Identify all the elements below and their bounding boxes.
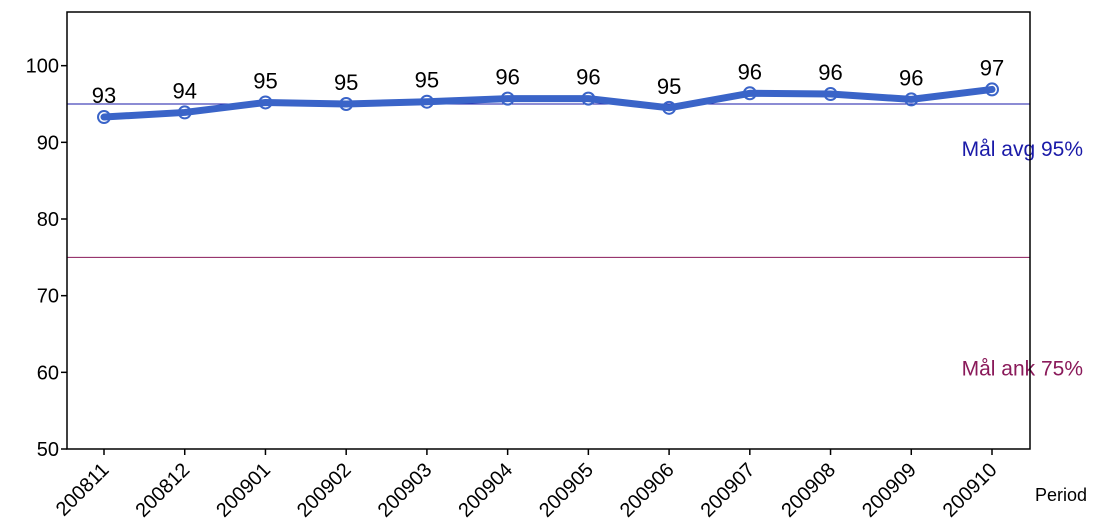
- series-line: [100, 85, 996, 121]
- data-label: 97: [980, 55, 1004, 80]
- data-point: [581, 91, 596, 106]
- x-tick-label: 200811: [52, 459, 114, 521]
- data-label: 96: [495, 65, 519, 90]
- target-label: Mål avg 95%: [962, 138, 1083, 161]
- series-layer: 93 94 95 95 95 96 96 95 96 96 96 97: [92, 55, 1004, 125]
- data-label: 96: [899, 65, 923, 90]
- data-point: [97, 110, 111, 125]
- y-axis-ticks: 50 60 70 80 90 100: [26, 56, 67, 461]
- data-label: 95: [657, 74, 681, 99]
- y-tick-label: 80: [37, 209, 59, 231]
- data-label: 95: [253, 68, 277, 93]
- data-point: [500, 91, 515, 106]
- y-tick-label: 50: [37, 439, 59, 461]
- x-tick-label: 200902: [293, 459, 356, 522]
- x-tick-label: 200903: [374, 459, 437, 522]
- data-label: 93: [92, 83, 116, 108]
- y-tick-label: 100: [26, 56, 59, 78]
- y-tick-label: 70: [37, 286, 59, 308]
- x-tick-label: 200907: [697, 459, 760, 522]
- x-tick-label: 200910: [939, 459, 1002, 522]
- x-axis-ticks: 200811 200812 200901 200902 200903 200904 2009…: [52, 449, 1002, 522]
- data-label: 96: [738, 59, 762, 84]
- data-point: [823, 87, 838, 102]
- target-lines: Mål avg 95% Mål ank 75%: [67, 103, 1083, 380]
- data-label: 95: [334, 70, 358, 95]
- plot-frame: [66, 11, 1031, 450]
- y-tick-label: 60: [37, 362, 59, 384]
- data-point: [742, 86, 757, 101]
- data-point: [904, 92, 919, 107]
- data-point: [177, 105, 192, 120]
- data-point: [339, 97, 354, 111]
- data-label: 96: [818, 60, 842, 85]
- data-label: 95: [415, 68, 439, 93]
- data-label: 94: [172, 78, 196, 103]
- target-label: Mål ank 75%: [962, 357, 1083, 380]
- x-tick-label: 200905: [535, 459, 598, 522]
- x-tick-label: 200906: [616, 459, 679, 522]
- x-tick-label: 200812: [132, 459, 195, 522]
- x-tick-label: 200901: [212, 459, 275, 522]
- data-point: [258, 95, 273, 110]
- data-point: [662, 100, 677, 115]
- x-tick-label: 200904: [454, 459, 517, 522]
- x-tick-label: 200909: [858, 459, 921, 522]
- y-tick-label: 90: [37, 132, 59, 154]
- data-label: 96: [576, 65, 600, 90]
- x-axis-label: Period: [1035, 485, 1087, 505]
- x-tick-label: 200908: [777, 459, 840, 522]
- data-point: [419, 94, 434, 109]
- data-point: [985, 82, 999, 97]
